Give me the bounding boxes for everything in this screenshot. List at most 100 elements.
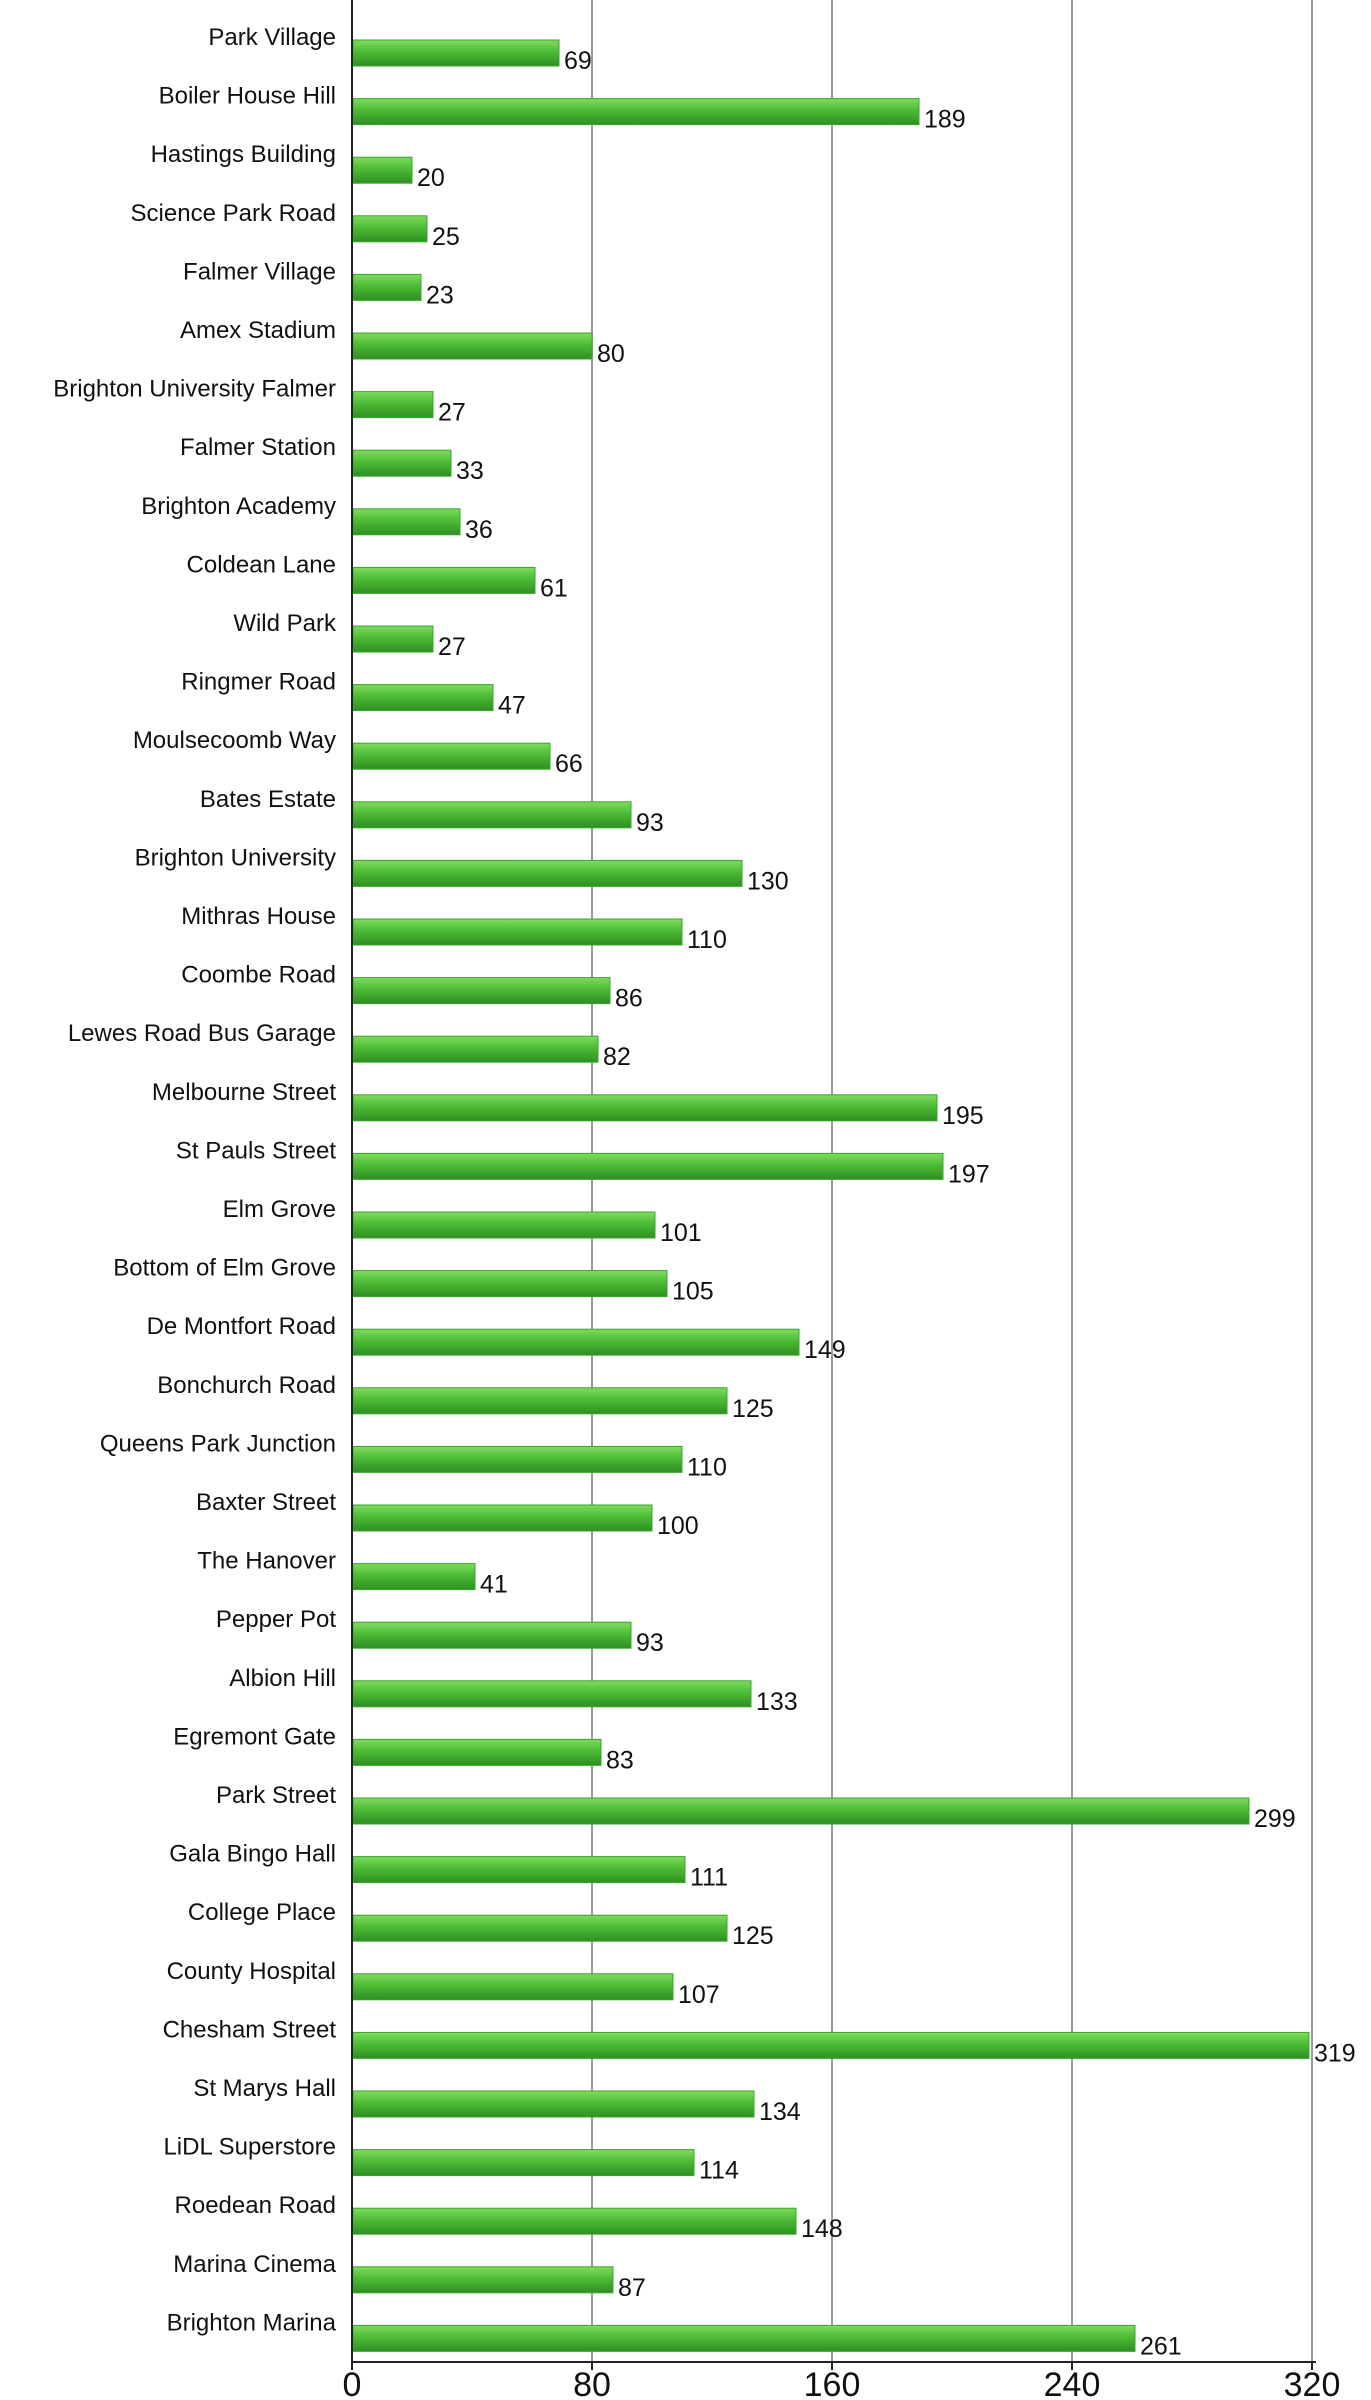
value-label: 299	[1254, 1805, 1296, 1833]
bar	[352, 1328, 800, 1356]
bar	[352, 156, 413, 184]
bar	[352, 1914, 728, 1942]
category-label: Mithras House	[181, 903, 336, 930]
category-label: Bottom of Elm Grove	[113, 1255, 336, 1282]
category-label: Falmer Station	[180, 434, 336, 461]
bar	[352, 918, 683, 946]
bar	[352, 2149, 695, 2177]
value-label: 195	[942, 1102, 984, 1130]
value-label: 133	[756, 1688, 798, 1716]
category-label: Hastings Building	[151, 141, 336, 168]
bar	[352, 1152, 944, 1180]
category-label: Bonchurch Road	[157, 1372, 336, 1399]
category-label: Wild Park	[233, 610, 337, 637]
category-label: Marina Cinema	[173, 2251, 336, 2278]
bar	[352, 1094, 938, 1122]
bar	[352, 859, 743, 887]
category-label: Gala Bingo Hall	[169, 1841, 336, 1868]
category-labels: Park Village Boiler House Hill Hastings Bu…	[53, 24, 337, 2336]
value-label: 23	[426, 281, 454, 309]
value-label: 114	[699, 2157, 739, 2185]
value-label: 27	[438, 633, 466, 661]
value-label: 33	[456, 457, 484, 485]
category-label: Roedean Road	[175, 2192, 336, 2219]
value-label: 93	[636, 809, 664, 837]
bar	[352, 566, 536, 594]
bar	[352, 625, 434, 653]
category-label: Chesham Street	[163, 2016, 337, 2043]
bar	[352, 684, 494, 712]
bar	[352, 1797, 1250, 1825]
value-label: 101	[660, 1219, 702, 1247]
value-label: 87	[618, 2274, 646, 2302]
category-label: Lewes Road Bus Garage	[68, 1020, 336, 1047]
category-label: Coombe Road	[181, 962, 336, 989]
category-label: Park Street	[216, 1782, 336, 1809]
bar	[352, 98, 920, 126]
category-label: Boiler House Hill	[159, 83, 336, 110]
value-label: 80	[597, 340, 625, 368]
value-label: 93	[636, 1629, 664, 1657]
category-label: Moulsecoomb Way	[133, 727, 336, 754]
bar	[352, 1856, 686, 1884]
value-label: 110	[687, 926, 727, 954]
category-label: Brighton University Falmer	[53, 376, 336, 403]
value-label: 41	[480, 1571, 508, 1599]
bar	[352, 2266, 614, 2294]
category-label: County Hospital	[167, 1958, 336, 1985]
bar	[352, 801, 632, 829]
category-label: College Place	[188, 1899, 336, 1926]
category-label: De Montfort Road	[147, 1313, 336, 1340]
value-label: 197	[948, 1160, 990, 1188]
category-label: Baxter Street	[196, 1489, 336, 1516]
bar	[352, 332, 593, 360]
value-label: 319	[1314, 2039, 1356, 2067]
bar	[352, 977, 611, 1005]
value-label: 134	[759, 2098, 801, 2126]
category-label: Amex Stadium	[180, 317, 336, 344]
bar	[352, 1504, 653, 1532]
category-label: Melbourne Street	[152, 1079, 336, 1106]
bar	[352, 1738, 602, 1766]
category-label: The Hanover	[197, 1548, 336, 1575]
value-label: 69	[564, 47, 592, 75]
value-label: 189	[924, 106, 966, 134]
bar	[352, 1035, 599, 1063]
bar	[352, 1563, 476, 1591]
value-label: 86	[615, 985, 643, 1013]
value-labels: 69 189 20 25 23 80 27 33 36 61 27 47 66 93 130 110 86 82 1…	[417, 47, 1356, 2360]
bar	[352, 2090, 755, 2118]
value-label: 125	[732, 1395, 774, 1423]
value-label: 110	[687, 1453, 727, 1481]
value-label: 82	[603, 1043, 631, 1071]
bar	[352, 1680, 752, 1708]
bar	[352, 39, 560, 67]
bar	[352, 2324, 1136, 2352]
value-label: 105	[672, 1278, 714, 1306]
category-label: Falmer Village	[183, 258, 336, 285]
category-label: LiDL Superstore	[163, 2134, 336, 2161]
bar	[352, 273, 422, 301]
category-label: St Marys Hall	[193, 2075, 336, 2102]
value-label: 125	[732, 1922, 774, 1950]
bar	[352, 215, 428, 243]
value-label: 130	[747, 867, 789, 895]
category-label: Brighton Marina	[167, 2309, 337, 2336]
x-tick-label: 0	[343, 2366, 362, 2400]
category-label: Egremont Gate	[173, 1723, 336, 1750]
x-tick-label: 160	[804, 2366, 861, 2400]
value-label: 100	[657, 1512, 699, 1540]
value-label: 107	[678, 1981, 720, 2009]
category-label: Science Park Road	[131, 200, 336, 227]
value-label: 66	[555, 750, 583, 778]
category-label: Pepper Pot	[216, 1606, 336, 1633]
bar	[352, 1387, 728, 1415]
bar	[352, 449, 452, 477]
category-label: Bates Estate	[200, 786, 336, 813]
bar	[352, 1445, 683, 1473]
bars	[352, 39, 1310, 2352]
gridlines	[591, 0, 1313, 2362]
bar	[352, 1270, 668, 1298]
bar	[352, 1621, 632, 1649]
